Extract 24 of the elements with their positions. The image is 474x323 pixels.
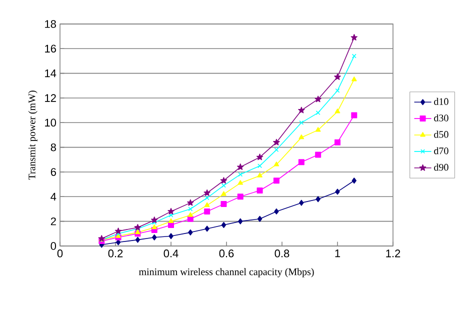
- x-tick-label: 0.6: [219, 250, 234, 258]
- y-tick-label: 2: [50, 217, 56, 226]
- x-tick-label: 0.4: [164, 250, 178, 258]
- y-tick-label: 18: [45, 20, 56, 28]
- x-tick-label: 1: [335, 250, 340, 258]
- legend-label: d30: [434, 114, 448, 122]
- y-tick-label: 4: [50, 192, 56, 200]
- legend-label: d50: [434, 130, 448, 138]
- y-tick-label: 16: [45, 44, 56, 53]
- x-tick-label: 0.8: [274, 250, 290, 258]
- y-tick-label: 6: [50, 168, 56, 176]
- x-tick-label: 0.2: [108, 250, 123, 258]
- y-axis-title: Transmit power (mW): [28, 90, 38, 180]
- legend-label: d70: [434, 147, 448, 154]
- y-tick-label: 8: [50, 143, 56, 152]
- y-tick-label: 14: [45, 70, 56, 78]
- y-tick-label: 0: [50, 242, 56, 250]
- legend-label: d90: [434, 164, 448, 171]
- y-tick-label: 10: [45, 118, 56, 127]
- legend-label: d10: [434, 98, 448, 105]
- x-tick-label: 1.2: [386, 250, 400, 258]
- y-tick-label: 12: [45, 94, 56, 102]
- x-tick-label: 0: [57, 250, 63, 258]
- x-axis-title: minimum wireless channel capacity (Mbps): [138, 268, 314, 278]
